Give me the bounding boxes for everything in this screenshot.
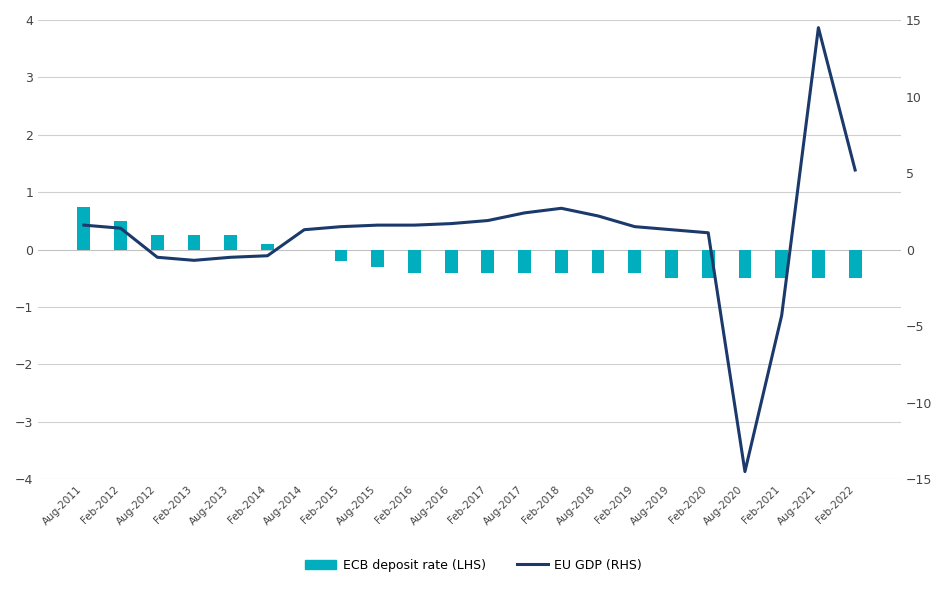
Legend: ECB deposit rate (LHS), EU GDP (RHS): ECB deposit rate (LHS), EU GDP (RHS) — [300, 554, 647, 577]
Bar — [776, 250, 788, 279]
Bar — [665, 250, 678, 279]
Bar — [334, 250, 348, 261]
Bar — [445, 250, 457, 273]
Bar — [739, 250, 751, 279]
Bar — [115, 221, 127, 250]
Bar — [151, 235, 164, 250]
Bar — [224, 235, 237, 250]
Bar — [812, 250, 825, 279]
Bar — [481, 250, 494, 273]
Bar — [702, 250, 715, 279]
Bar — [188, 235, 201, 250]
Bar — [261, 244, 274, 250]
Bar — [849, 250, 862, 279]
Bar — [592, 250, 604, 273]
Bar — [555, 250, 568, 273]
Bar — [371, 250, 384, 267]
Bar — [518, 250, 531, 273]
Bar — [408, 250, 420, 273]
Bar — [78, 207, 90, 250]
Bar — [629, 250, 641, 273]
